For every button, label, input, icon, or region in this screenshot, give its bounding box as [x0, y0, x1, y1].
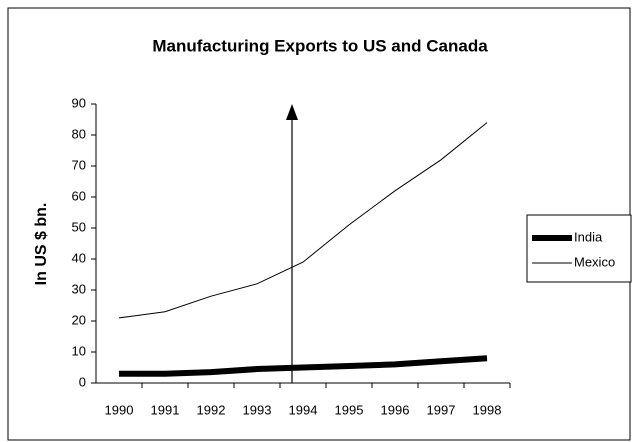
legend-label: India	[574, 229, 603, 244]
series-line	[119, 355, 488, 377]
y-tick-label: 60	[72, 188, 86, 203]
x-tick-label: 1991	[151, 402, 180, 417]
legend-label: Mexico	[574, 254, 615, 269]
x-tick-label: 1992	[197, 402, 226, 417]
y-tick-label: 20	[72, 312, 86, 327]
x-tick-label: 1996	[381, 402, 410, 417]
x-tick-label: 1993	[243, 402, 272, 417]
x-tick-label: 1995	[335, 402, 364, 417]
y-tick-label: 0	[79, 374, 86, 389]
y-axis-label: In US $ bn.	[33, 203, 50, 286]
series-line	[118, 122, 488, 319]
y-tick-label: 80	[72, 126, 86, 141]
y-tick-label: 90	[72, 95, 86, 110]
x-tick-label: 1997	[427, 402, 456, 417]
legend-box	[526, 214, 632, 283]
x-tick-label: 1998	[473, 402, 502, 417]
y-tick-label: 10	[72, 343, 86, 358]
y-tick-label: 70	[72, 157, 86, 172]
x-tick-label: 1994	[289, 402, 318, 417]
y-tick-label: 30	[72, 281, 86, 296]
chart-title: Manufacturing Exports to US and Canada	[152, 36, 488, 55]
y-tick-label: 40	[72, 250, 86, 265]
y-tick-label: 50	[72, 219, 86, 234]
x-tick-label: 1990	[105, 402, 134, 417]
arrow-head	[286, 104, 298, 120]
